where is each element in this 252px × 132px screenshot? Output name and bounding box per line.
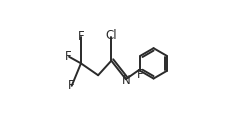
Text: F: F xyxy=(77,30,84,43)
Text: F: F xyxy=(68,79,74,92)
Text: F: F xyxy=(137,68,143,81)
Text: N: N xyxy=(121,74,130,87)
Text: Cl: Cl xyxy=(105,29,117,42)
Text: F: F xyxy=(65,50,72,63)
